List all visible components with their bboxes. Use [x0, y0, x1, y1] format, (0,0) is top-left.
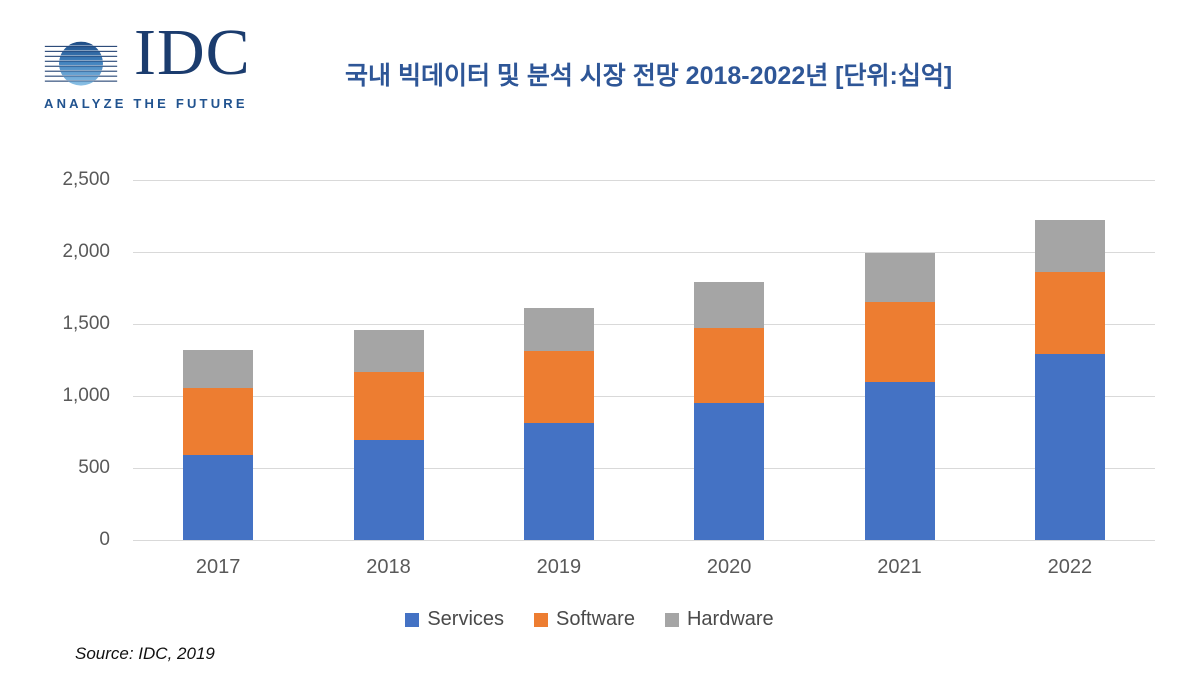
x-axis-label-2020: 2020 [706, 556, 752, 578]
y-axis-tick-label: 2,000 [62, 241, 110, 262]
bar-segment-hardware-2022 [1034, 220, 1105, 273]
legend-item-hardware: Hardware [664, 608, 774, 631]
chart-title: 국내 빅데이터 및 분석 시장 전망 2018-2022년 [단위:십억] [345, 62, 953, 90]
bar-segment-services-2021 [864, 381, 935, 540]
y-axis-tick-label: 500 [78, 457, 110, 478]
legend-item-software: Software [534, 608, 635, 631]
legend-swatch-services [405, 612, 420, 627]
bar-segment-software-2018 [353, 371, 424, 440]
legend-item-services: Services [405, 608, 504, 631]
bar-segment-software-2017 [183, 388, 254, 456]
x-axis-label-2017: 2017 [195, 556, 241, 578]
gridline-0 [133, 540, 1155, 541]
gridline-1500 [133, 324, 1155, 325]
legend-label: Software [556, 608, 635, 630]
gridline-2000 [133, 252, 1155, 253]
bar-segment-software-2019 [523, 351, 594, 423]
legend-label: Services [427, 608, 505, 630]
bar-segment-services-2020 [694, 403, 765, 540]
idc-wordmark: IDC [134, 16, 251, 89]
bar-segment-hardware-2019 [523, 308, 594, 352]
bar-segment-services-2017 [183, 455, 254, 540]
y-axis-tick-label: 2,500 [62, 169, 110, 190]
bar-segment-hardware-2021 [864, 253, 935, 303]
idc-globe-icon [44, 41, 118, 86]
x-axis-label-2018: 2018 [366, 556, 411, 578]
gridline-500 [133, 468, 1155, 469]
x-axis-label-2019: 2019 [536, 556, 582, 578]
bar-segment-services-2022 [1034, 354, 1105, 540]
y-axis-tick-label: 1,500 [62, 313, 110, 334]
legend-swatch-hardware [664, 612, 679, 627]
source-note: Source: IDC, 2019 [75, 644, 215, 663]
y-axis-tick-label: 1,000 [62, 385, 110, 406]
bar-segment-hardware-2020 [694, 282, 765, 329]
idc-logo: IDC ANALYZE THE FUTURE [42, 20, 272, 114]
x-axis-label-2021: 2021 [877, 556, 922, 578]
bar-segment-software-2021 [864, 302, 935, 382]
x-axis-label-2022: 2022 [1047, 556, 1093, 578]
gridline-1000 [133, 396, 1155, 397]
plot-area [133, 180, 1155, 541]
bar-segment-services-2018 [353, 439, 424, 540]
gridline-2500 [133, 180, 1155, 181]
bar-segment-hardware-2017 [183, 349, 254, 389]
legend-swatch-software [534, 612, 549, 627]
chart-legend: Services Software Hardware [0, 608, 1179, 631]
idc-tagline: ANALYZE THE FUTURE [44, 96, 248, 111]
legend-label: Hardware [686, 608, 774, 630]
y-axis-tick-label: 0 [99, 529, 110, 550]
bar-segment-services-2019 [523, 422, 594, 540]
bar-segment-hardware-2018 [353, 329, 424, 372]
bar-segment-software-2020 [694, 328, 765, 404]
bar-segment-software-2022 [1034, 272, 1105, 355]
